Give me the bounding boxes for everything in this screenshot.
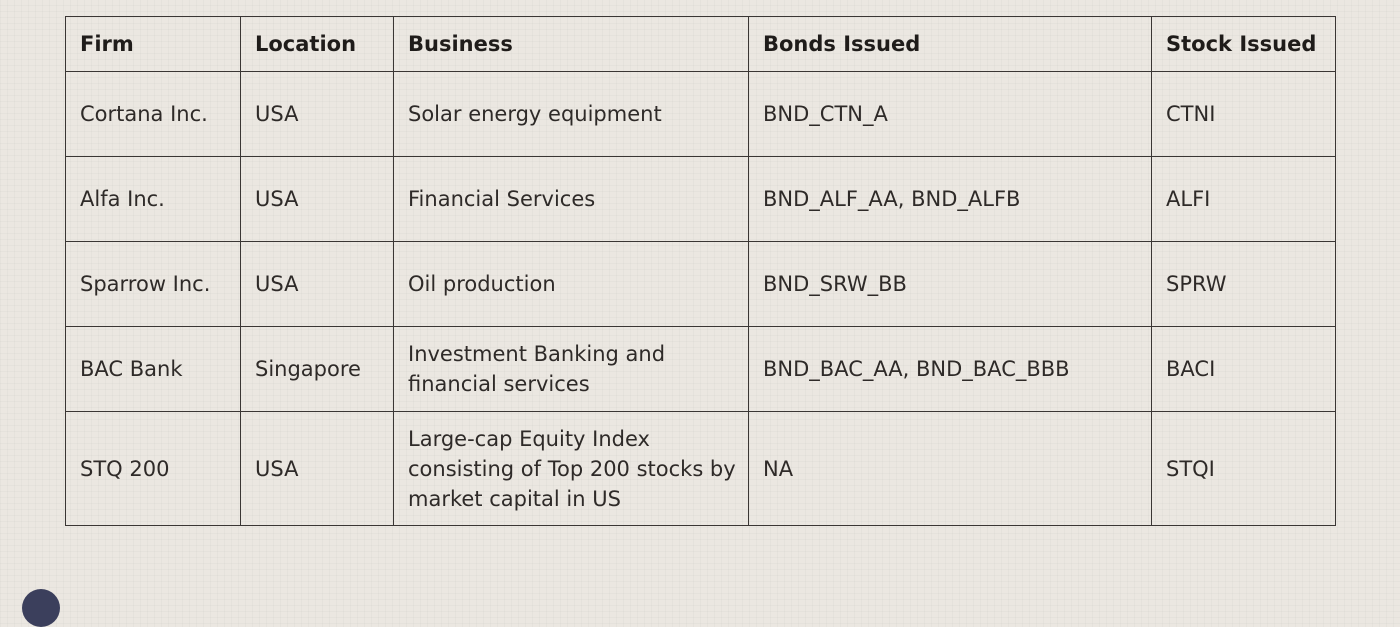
table-cell: Oil production: [393, 241, 749, 327]
table-cell: BND_SRW_BB: [748, 241, 1152, 327]
table-cell: NA: [748, 411, 1152, 526]
table-row: BAC Bank Singapore Investment Banking and …: [65, 326, 1336, 412]
table-cell: BND_CTN_A: [748, 71, 1152, 157]
data-table: Firm Location Business Bonds Issued Stock Is…: [65, 16, 1336, 526]
table-cell: Solar energy equipment: [393, 71, 749, 157]
cell-text: Solar energy equipment: [408, 102, 662, 126]
table-cell: SPRW: [1151, 241, 1336, 327]
table-row: STQ 200 USA Large-cap Equity Index consist…: [65, 411, 1336, 526]
table-cell: USA: [240, 156, 394, 242]
avatar-icon: [22, 589, 60, 627]
table-cell: Singapore: [240, 326, 394, 412]
table-cell: ALFI: [1151, 156, 1336, 242]
table-cell: Cortana Inc.: [65, 71, 241, 157]
table-row: Sparrow Inc. USA Oil production BND_SRW_BB S…: [65, 241, 1336, 327]
header-cell: Bonds Issued: [748, 16, 1152, 72]
cell-text: Investment Banking and financial service…: [408, 342, 666, 396]
table-cell: USA: [240, 241, 394, 327]
header-cell: Stock Issued: [1151, 16, 1336, 72]
table-header: Firm Location Business Bonds Issued Stock Is…: [65, 16, 1336, 72]
cell-text: Financial Services: [408, 187, 596, 211]
header-cell: Business: [393, 16, 749, 72]
header-cell: Firm: [65, 16, 241, 72]
table-cell: Financial Services: [393, 156, 749, 242]
header-cell: Location: [240, 16, 394, 72]
table-cell: Investment Banking and financial service…: [393, 326, 749, 412]
table-row: Alfa Inc. USA Financial Services BND_ALF_AA…: [65, 156, 1336, 242]
header-row: Firm Location Business Bonds Issued Stock Is…: [65, 16, 1336, 72]
table-cell: Large-cap Equity Index consisting of Top…: [393, 411, 749, 526]
table-cell: BND_BAC_AA, BND_BAC_BBB: [748, 326, 1152, 412]
table-cell: Alfa Inc.: [65, 156, 241, 242]
table-cell: STQ 200: [65, 411, 241, 526]
table-cell: CTNI: [1151, 71, 1336, 157]
table-cell: BND_ALF_AA, BND_ALFB: [748, 156, 1152, 242]
table-cell: STQI: [1151, 411, 1336, 526]
table-cell: Sparrow Inc.: [65, 241, 241, 327]
table-body: Cortana Inc. USA Solar energy equipment BND…: [65, 71, 1336, 526]
cell-text: Oil production: [408, 272, 556, 296]
cell-text: Large-cap Equity Index consisting of Top…: [408, 426, 736, 511]
table-cell: BAC Bank: [65, 326, 241, 412]
table-cell: USA: [240, 411, 394, 526]
table-cell: USA: [240, 71, 394, 157]
table-row: Cortana Inc. USA Solar energy equipment BND…: [65, 71, 1336, 157]
table-cell: BACI: [1151, 326, 1336, 412]
